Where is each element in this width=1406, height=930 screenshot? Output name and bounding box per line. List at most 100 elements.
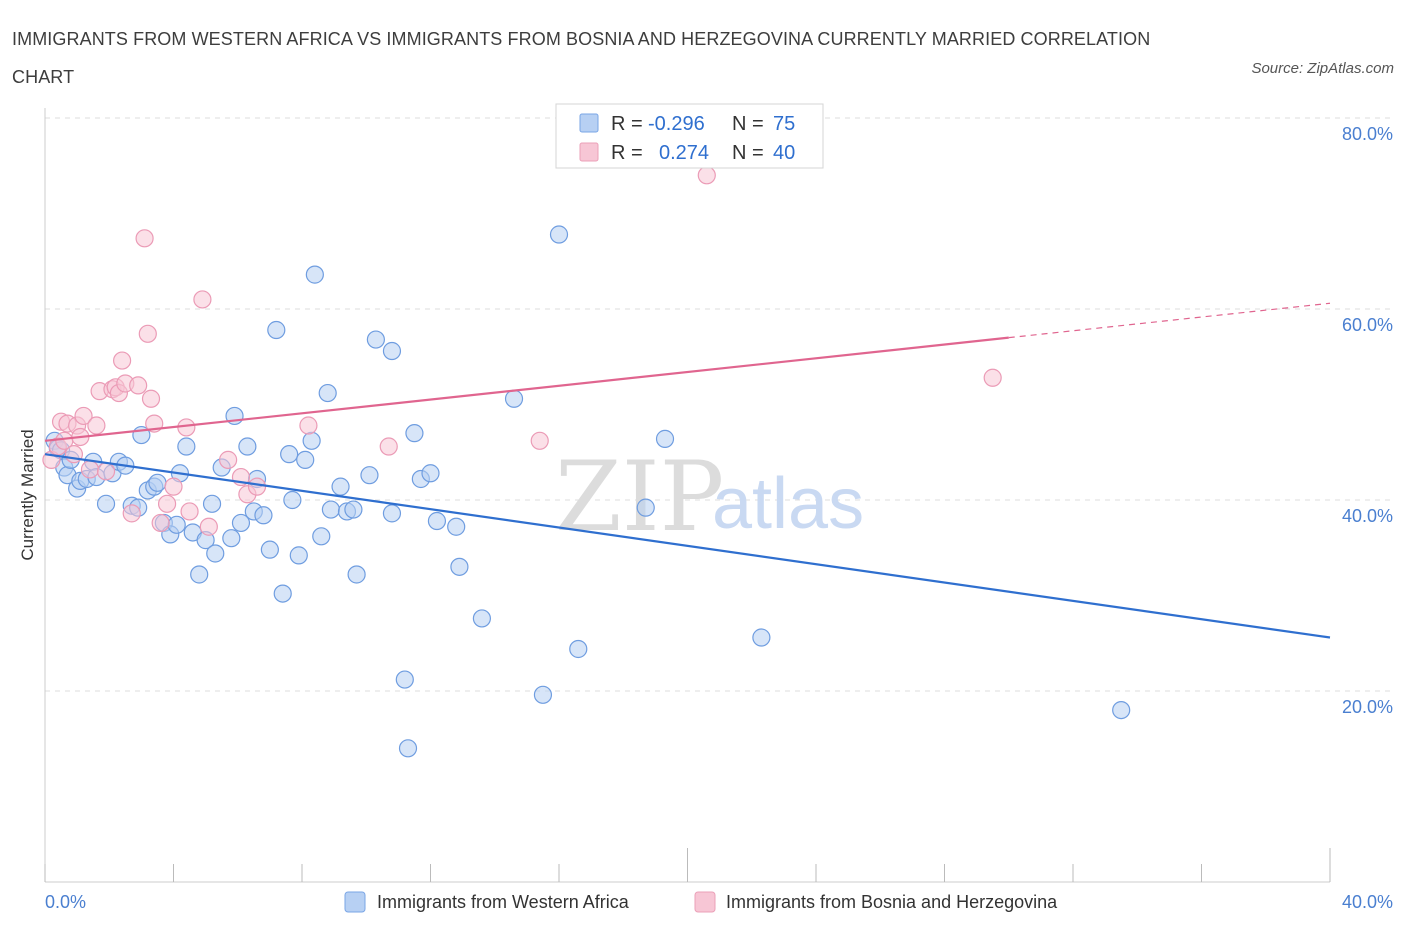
legend-swatch-pink — [579, 142, 599, 162]
western-africa-point-38 — [254, 506, 273, 525]
bosnia-point-37 — [530, 431, 549, 450]
western-africa-point-46 — [302, 431, 321, 450]
western-africa-point-58 — [382, 341, 402, 361]
western-africa-point-64 — [427, 511, 447, 531]
top-legend: R = -0.296 N = 75 R = 0.274 N = 40 — [555, 103, 824, 169]
bosnia-point-36 — [379, 437, 398, 456]
bosnia-point-22 — [141, 389, 161, 408]
bosnia-point-39 — [983, 368, 1002, 387]
bosnia-point-8 — [74, 406, 93, 426]
watermark-zip: ZIP — [555, 441, 724, 553]
bosnia-point-28 — [180, 502, 199, 521]
legend-r-value-blue: -0.296 — [648, 113, 705, 135]
y-tick-label-20: 20.0% — [1342, 697, 1393, 717]
western-africa-point-51 — [331, 477, 350, 496]
western-africa-point-72 — [636, 498, 655, 517]
western-africa-point-74 — [752, 628, 771, 647]
x-tick-label-max: 40.0% — [1342, 892, 1393, 912]
bosnia-point-38 — [697, 166, 716, 185]
legend-n-label-blue: N = — [732, 113, 764, 135]
bosnia-point-20 — [135, 229, 154, 248]
western-africa-point-41 — [273, 584, 292, 603]
western-africa-point-25 — [177, 437, 196, 456]
top-legend-box — [555, 103, 824, 169]
western-africa-point-67 — [472, 609, 491, 628]
watermark-atlas: atlas — [712, 464, 864, 544]
bottom-legend-swatch-pink — [694, 891, 716, 913]
western-africa-point-65 — [447, 517, 466, 536]
bosnia-point-16 — [112, 351, 132, 370]
western-africa-point-45 — [296, 450, 315, 469]
bottom-legend: Immigrants from Western Africa Immigrant… — [344, 891, 1058, 913]
bosnia-point-24 — [151, 513, 170, 533]
western-africa-point-54 — [347, 565, 366, 584]
western-africa-point-42 — [280, 445, 299, 464]
western-africa-point-40 — [267, 320, 286, 340]
y-tick-label-80: 80.0% — [1342, 124, 1393, 144]
bosnia-point-18 — [122, 504, 141, 523]
western-africa-point-27 — [190, 565, 209, 584]
western-africa-point-75 — [1112, 700, 1131, 720]
bosnia-point-34 — [247, 477, 267, 496]
bosnia-point-30 — [199, 517, 218, 536]
series-bosnia-points — [42, 166, 1002, 536]
western-africa-point-34 — [231, 513, 251, 533]
western-africa-point-20 — [148, 473, 167, 492]
bottom-legend-label-blue: Immigrants from Western Africa — [377, 892, 630, 912]
western-africa-point-63 — [421, 464, 440, 483]
legend-swatch-blue — [579, 113, 599, 133]
trend-line-bosnia — [44, 336, 1009, 442]
legend-r-label-blue: R = — [611, 113, 643, 135]
western-africa-point-69 — [533, 685, 553, 704]
trend-lines — [44, 302, 1331, 639]
western-africa-point-29 — [202, 494, 222, 513]
bosnia-point-9 — [80, 460, 100, 479]
bosnia-point-35 — [299, 416, 318, 435]
bosnia-point-12 — [96, 462, 116, 481]
legend-n-value-blue: 75 — [773, 113, 795, 135]
western-africa-point-32 — [222, 529, 241, 548]
y-tick-label-40: 40.0% — [1342, 506, 1393, 526]
bosnia-point-31 — [219, 450, 238, 469]
western-africa-point-66 — [450, 557, 469, 576]
western-africa-point-43 — [283, 490, 302, 510]
grid-lines — [45, 117, 1395, 692]
western-africa-point-23 — [167, 515, 186, 534]
source-label: Source: ZipAtlas.com — [1251, 60, 1394, 77]
bosnia-point-26 — [164, 477, 183, 496]
western-africa-point-11 — [96, 494, 116, 513]
western-africa-point-61 — [405, 424, 424, 443]
western-africa-point-35 — [238, 437, 257, 456]
legend-r-value-pink: 0.274 — [659, 142, 709, 164]
western-africa-point-39 — [260, 540, 279, 559]
western-africa-point-47 — [305, 265, 324, 284]
western-africa-point-57 — [382, 504, 402, 523]
western-africa-point-48 — [312, 527, 331, 546]
y-axis-title: Currently Married — [18, 429, 37, 560]
western-africa-point-60 — [398, 739, 418, 758]
western-africa-point-49 — [318, 383, 337, 403]
western-africa-point-53 — [344, 500, 363, 519]
trend-line-bosnia-extension — [1008, 302, 1331, 339]
bosnia-point-27 — [177, 418, 196, 437]
legend-n-label-pink: N = — [732, 142, 764, 164]
bottom-legend-label-pink: Immigrants from Bosnia and Herzegovina — [726, 892, 1058, 912]
y-tick-label-60: 60.0% — [1342, 315, 1393, 335]
western-africa-point-56 — [366, 330, 385, 349]
bosnia-point-10 — [87, 416, 106, 435]
legend-n-value-pink: 40 — [773, 142, 795, 164]
western-africa-point-71 — [569, 639, 588, 659]
y-tick-labels: 20.0% 40.0% 60.0% 80.0% — [1342, 124, 1393, 717]
western-africa-point-55 — [360, 466, 379, 485]
bosnia-point-21 — [138, 324, 157, 343]
trend-line-western-africa — [44, 453, 1331, 639]
western-africa-point-50 — [321, 500, 341, 519]
western-africa-point-59 — [395, 670, 414, 689]
legend-r-label-pink: R = — [611, 142, 643, 164]
bottom-legend-swatch-blue — [344, 891, 366, 913]
western-africa-point-44 — [289, 546, 308, 565]
western-africa-point-73 — [655, 429, 675, 448]
western-africa-point-70 — [549, 225, 569, 244]
bosnia-point-25 — [157, 494, 177, 513]
